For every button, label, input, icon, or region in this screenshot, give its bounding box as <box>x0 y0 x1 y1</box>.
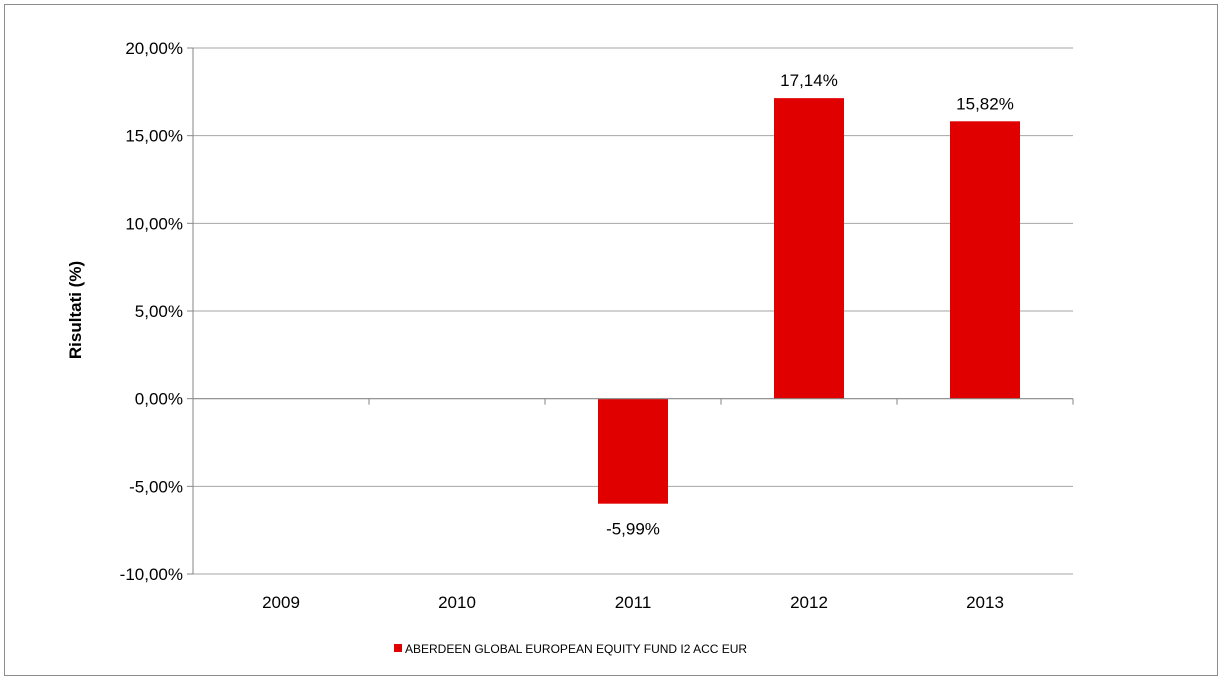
x-tick-label: 2012 <box>790 593 828 612</box>
legend-swatch <box>394 644 402 652</box>
bar-2013 <box>950 121 1020 399</box>
y-tick-label: 20,00% <box>125 39 183 58</box>
legend-label: ABERDEEN GLOBAL EUROPEAN EQUITY FUND I2 … <box>405 642 747 656</box>
data-label-2013: 15,82% <box>956 94 1014 113</box>
y-tick-label: 15,00% <box>125 127 183 146</box>
y-tick-label: 5,00% <box>135 302 183 321</box>
x-tick-label: 2010 <box>438 593 476 612</box>
gridlines <box>193 47 1073 575</box>
x-tick-label: 2009 <box>262 593 300 612</box>
legend: ABERDEEN GLOBAL EUROPEAN EQUITY FUND I2 … <box>394 642 747 656</box>
x-tick-label: 2013 <box>966 593 1004 612</box>
y-tick-label: -5,00% <box>129 477 183 496</box>
bar-2011 <box>598 398 668 504</box>
labels: -10,00% -5,00% 0,00% 5,00% 10,00% 15,00% 20,00… <box>120 39 1014 612</box>
axes <box>187 47 1074 575</box>
bars <box>598 98 1020 504</box>
x-tick-label: 2011 <box>615 593 652 612</box>
y-tick-label: 10,00% <box>125 214 183 233</box>
y-tick-label: -10,00% <box>120 565 183 584</box>
data-label-2011: -5,99% <box>606 520 660 539</box>
y-axis-title: Risultati (%) <box>66 261 85 359</box>
data-label-2012: 17,14% <box>780 71 838 90</box>
y-tick-label: 0,00% <box>135 390 183 409</box>
bar-2012 <box>774 98 844 399</box>
